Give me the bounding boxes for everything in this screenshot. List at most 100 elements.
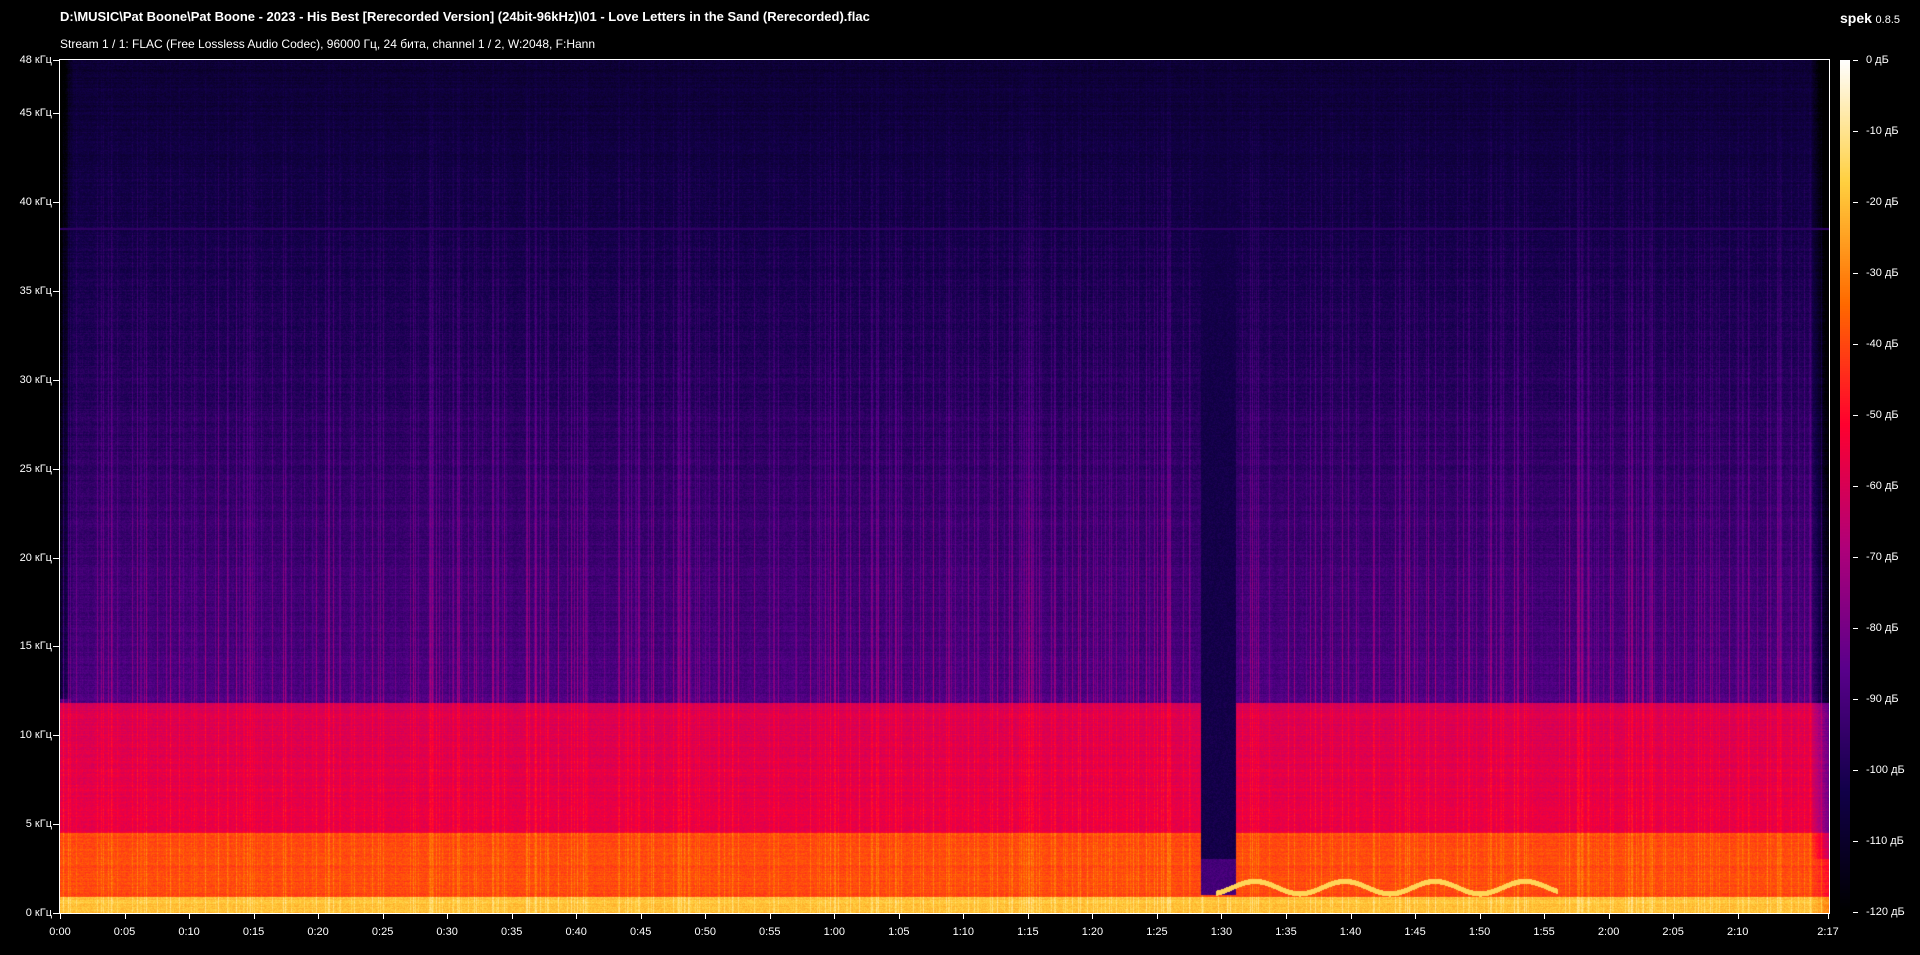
db-tick [1853,841,1858,842]
time-tick [576,914,578,919]
time-tick [318,914,320,919]
db-color-scale [1840,60,1850,913]
time-tick [1156,914,1158,919]
db-tick [1853,344,1858,345]
time-tick [963,914,965,919]
db-tick-label: -110 дБ [1866,835,1904,847]
time-tick-label: 0:05 [113,926,136,938]
time-tick [834,914,836,919]
freq-tick-label: 0 кГц [25,907,52,919]
time-tick-label: 0:25 [371,926,394,938]
db-tick-label: -10 дБ [1866,125,1899,137]
file-path-title: D:\MUSIC\Pat Boone\Pat Boone - 2023 - Hi… [60,9,870,24]
time-tick [1608,914,1610,919]
time-tick-label: 0:15 [242,926,265,938]
db-tick-label: -80 дБ [1866,622,1899,634]
spectrogram-plot[interactable] [59,59,1830,914]
time-tick-label: 0:45 [630,926,652,938]
time-tick-label: 0:35 [500,926,523,938]
freq-tick-label: 45 кГц [19,107,52,120]
db-tick [1853,60,1858,61]
freq-tick [53,291,59,293]
time-tick [640,914,642,919]
time-tick [1479,914,1481,919]
time-tick-label: 2:05 [1662,926,1684,938]
time-tick [1027,914,1029,919]
time-tick [705,914,707,919]
time-tick-label: 1:40 [1339,926,1362,938]
time-tick [124,914,126,919]
time-tick [447,914,449,919]
time-tick-label: 0:50 [694,926,716,938]
time-tick [253,914,255,919]
freq-tick [53,913,59,914]
db-tick-label: -70 дБ [1866,551,1899,563]
app-name: spek [1839,10,1872,26]
time-tick-label: 2:00 [1597,926,1620,938]
time-tick [898,914,900,919]
db-tick [1853,699,1858,700]
freq-tick [53,379,59,381]
time-tick-label: 1:55 [1533,926,1555,938]
freq-tick-label: 40 кГц [19,196,52,209]
freq-tick [53,557,59,559]
freq-tick-label: 30 кГц [19,373,52,386]
time-tick-label: 0:40 [565,926,587,938]
time-tick-label: 0:30 [436,926,458,938]
freq-tick-label: 10 кГц [19,729,52,742]
time-tick [769,914,771,919]
db-tick [1853,628,1858,629]
time-tick-label: 0:00 [49,926,71,938]
freq-tick [53,824,59,826]
time-tick [511,914,513,919]
time-tick [1285,914,1287,919]
db-tick-label: -60 дБ [1866,480,1899,492]
time-tick-label: 1:50 [1468,926,1491,938]
db-tick-label: -50 дБ [1866,409,1899,421]
time-tick-label: 1:35 [1275,926,1297,938]
time-tick-label: 1:30 [1210,926,1233,938]
db-tick-label: 0 дБ [1866,54,1889,66]
freq-tick [53,202,59,204]
db-tick [1853,912,1858,913]
time-tick-label: 1:20 [1081,926,1104,938]
db-tick-label: -40 дБ [1866,338,1899,350]
db-tick [1853,131,1858,132]
freq-tick-label: 15 кГц [19,640,52,653]
time-tick [1828,914,1829,919]
spectrogram-canvas[interactable] [60,60,1829,913]
app-version: 0.8.5 [1875,14,1900,26]
freq-tick [53,60,59,61]
time-tick-label: 0:20 [307,926,329,938]
freq-tick [53,735,59,737]
db-tick-label: -100 дБ [1866,764,1905,776]
db-tick [1853,557,1858,558]
db-tick [1853,415,1858,416]
time-tick [60,914,61,919]
db-tick [1853,273,1858,274]
freq-tick-label: 35 кГц [19,285,52,298]
freq-tick-label: 5 кГц [25,818,52,831]
time-tick [1415,914,1417,919]
time-tick-label: 0:10 [178,926,200,938]
time-tick-label: 2:17 [1817,926,1839,938]
db-tick [1853,202,1858,203]
stream-info: Stream 1 / 1: FLAC (Free Lossless Audio … [60,37,596,51]
time-tick-label: 0:55 [759,926,781,938]
time-tick-label: 1:15 [1017,926,1039,938]
time-tick-label: 1:45 [1404,926,1426,938]
freq-tick [53,468,59,470]
time-tick [1221,914,1223,919]
time-tick-label: 1:05 [888,926,910,938]
app-version-label: spek 0.8.5 [1840,10,1900,26]
time-tick [1350,914,1352,919]
freq-tick-label: 25 кГц [19,462,52,475]
db-tick-label: -20 дБ [1866,196,1899,208]
freq-tick-label: 48 кГц [19,54,52,66]
time-tick-label: 1:00 [823,926,846,938]
freq-tick [53,113,59,115]
db-tick [1853,770,1858,771]
time-tick [382,914,384,919]
time-tick [189,914,191,919]
time-tick-label: 1:25 [1146,926,1168,938]
